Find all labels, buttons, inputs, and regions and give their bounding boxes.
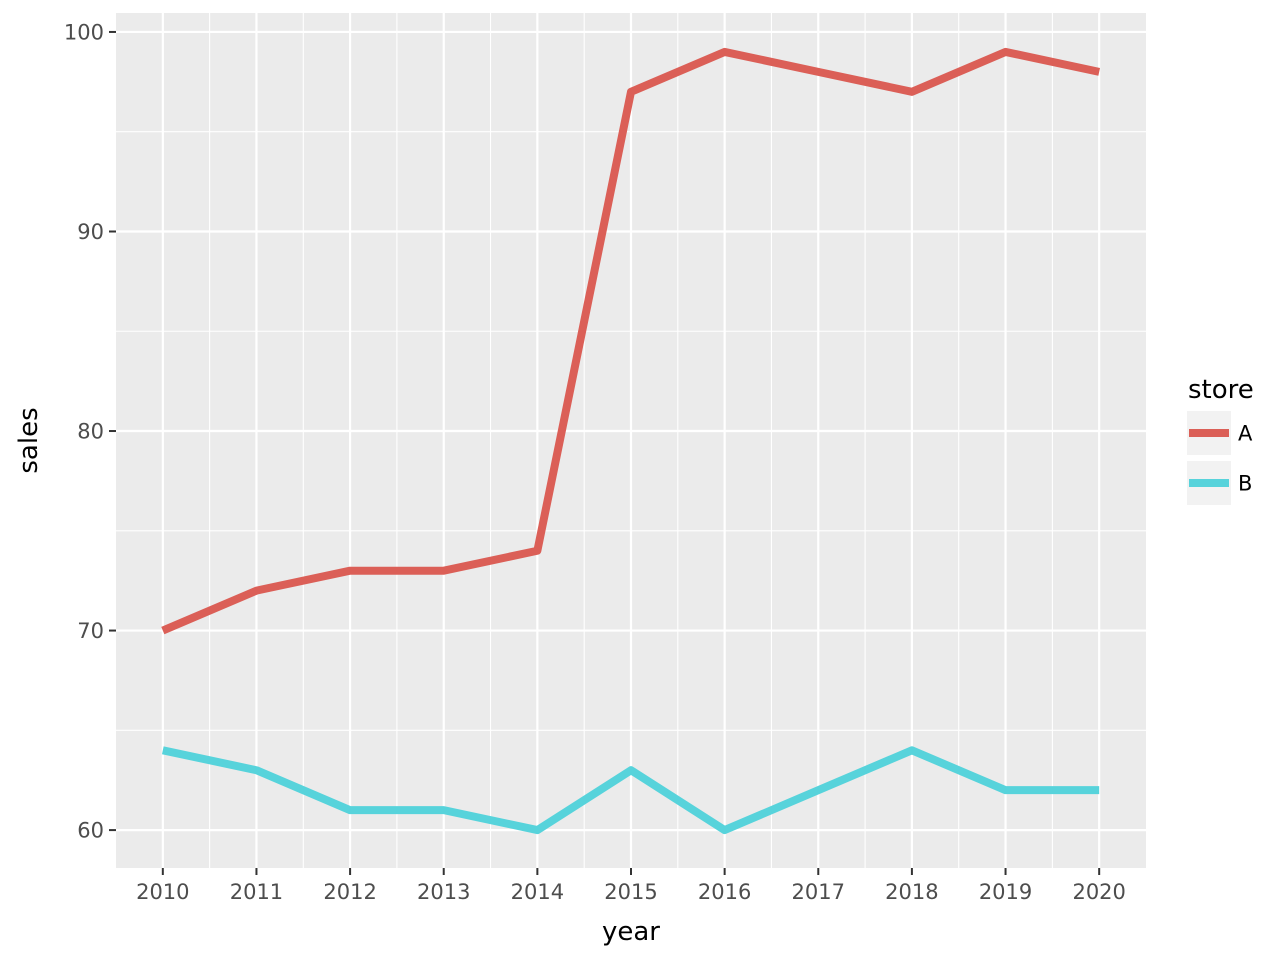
x-tick-label: 2017 [792, 880, 845, 904]
x-tick-label: 2013 [417, 880, 470, 904]
legend: store AB [1187, 375, 1254, 505]
legend-label-A: A [1238, 422, 1253, 446]
y-tick-label: 90 [77, 220, 104, 244]
y-tick-label: 70 [77, 619, 104, 643]
series-line-A [161, 47, 1101, 635]
y-tick-label: 80 [77, 420, 104, 444]
x-tick-label: 2011 [230, 880, 283, 904]
x-tick-label: 2018 [885, 880, 938, 904]
y-axis: 60 70 80 90 100 [64, 20, 116, 843]
x-axis: 2010 2011 2012 2013 2014 2015 2016 2017 2018 2019… [136, 868, 1126, 904]
x-tick-label: 2020 [1072, 880, 1125, 904]
y-tick-label: 60 [77, 819, 104, 843]
legend-items: AB [1187, 411, 1253, 505]
x-tick-label: 2016 [698, 880, 751, 904]
x-tick-label: 2010 [136, 880, 189, 904]
x-tick-label: 2014 [511, 880, 564, 904]
x-tick-label: 2015 [604, 880, 657, 904]
series-lines [161, 47, 1101, 835]
x-tick-label: 2012 [323, 880, 376, 904]
legend-label-B: B [1238, 472, 1252, 496]
x-axis-title: year [602, 917, 660, 947]
major-gridlines [116, 13, 1146, 868]
x-tick-label: 2019 [979, 880, 1032, 904]
y-tick-label: 100 [64, 20, 104, 44]
legend-title: store [1188, 375, 1254, 405]
y-axis-title: sales [14, 407, 44, 473]
series-line-B [161, 746, 1100, 835]
